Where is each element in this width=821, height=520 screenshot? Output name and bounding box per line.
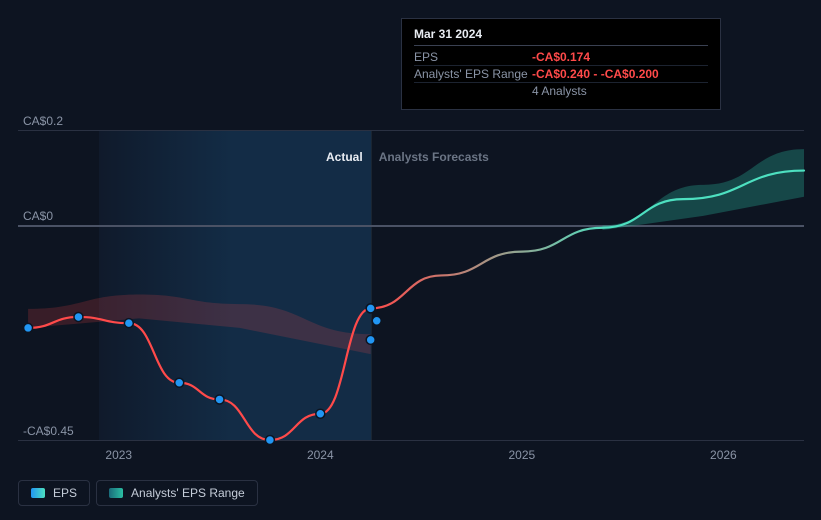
tooltip-row: EPS-CA$0.174 [414, 49, 708, 66]
tooltip-row-value: -CA$0.240 - -CA$0.200 [532, 67, 659, 81]
actual-range-band [28, 295, 371, 355]
chart-svg [18, 130, 804, 440]
tooltip-rows: EPS-CA$0.174Analysts' EPS Range-CA$0.240… [414, 49, 708, 99]
x-tick-label: 2023 [105, 448, 132, 462]
x-tick-label: 2026 [710, 448, 737, 462]
analyst-estimate-point[interactable] [372, 316, 381, 325]
data-tooltip: Mar 31 2024 EPS-CA$0.174Analysts' EPS Ra… [401, 18, 721, 110]
legend-swatch [109, 488, 123, 498]
eps-data-point[interactable] [74, 312, 83, 321]
y-tick-label: CA$0.2 [23, 114, 63, 128]
eps-data-point[interactable] [215, 395, 224, 404]
legend-label: EPS [53, 486, 77, 500]
eps-data-point[interactable] [24, 323, 33, 332]
x-tick-label: 2024 [307, 448, 334, 462]
analyst-estimate-point[interactable] [366, 335, 375, 344]
tooltip-date: Mar 31 2024 [414, 27, 708, 46]
eps-data-point[interactable] [124, 319, 133, 328]
tooltip-row: Analysts' EPS Range-CA$0.240 - -CA$0.200 [414, 66, 708, 83]
analyst-estimate-point[interactable] [366, 304, 375, 313]
eps-data-point[interactable] [316, 409, 325, 418]
tooltip-row-label: Analysts' EPS Range [414, 67, 532, 81]
tooltip-row-label: EPS [414, 50, 532, 64]
tooltip-row: 4 Analysts [414, 83, 708, 99]
gridline [18, 440, 804, 441]
eps-data-point[interactable] [265, 436, 274, 445]
legend-label: Analysts' EPS Range [131, 486, 245, 500]
legend: EPS Analysts' EPS Range [18, 480, 258, 506]
tooltip-row-label [414, 84, 532, 98]
tooltip-row-value: 4 Analysts [532, 84, 587, 98]
tooltip-row-value: -CA$0.174 [532, 50, 590, 64]
plot-area[interactable]: CA$0.2CA$0-CA$0.452023202420252026Actual… [18, 130, 804, 440]
legend-item[interactable]: Analysts' EPS Range [96, 480, 258, 506]
eps-data-point[interactable] [175, 378, 184, 387]
x-tick-label: 2025 [508, 448, 535, 462]
legend-swatch [31, 488, 45, 498]
legend-item[interactable]: EPS [18, 480, 90, 506]
forecast-range-band [602, 149, 804, 230]
